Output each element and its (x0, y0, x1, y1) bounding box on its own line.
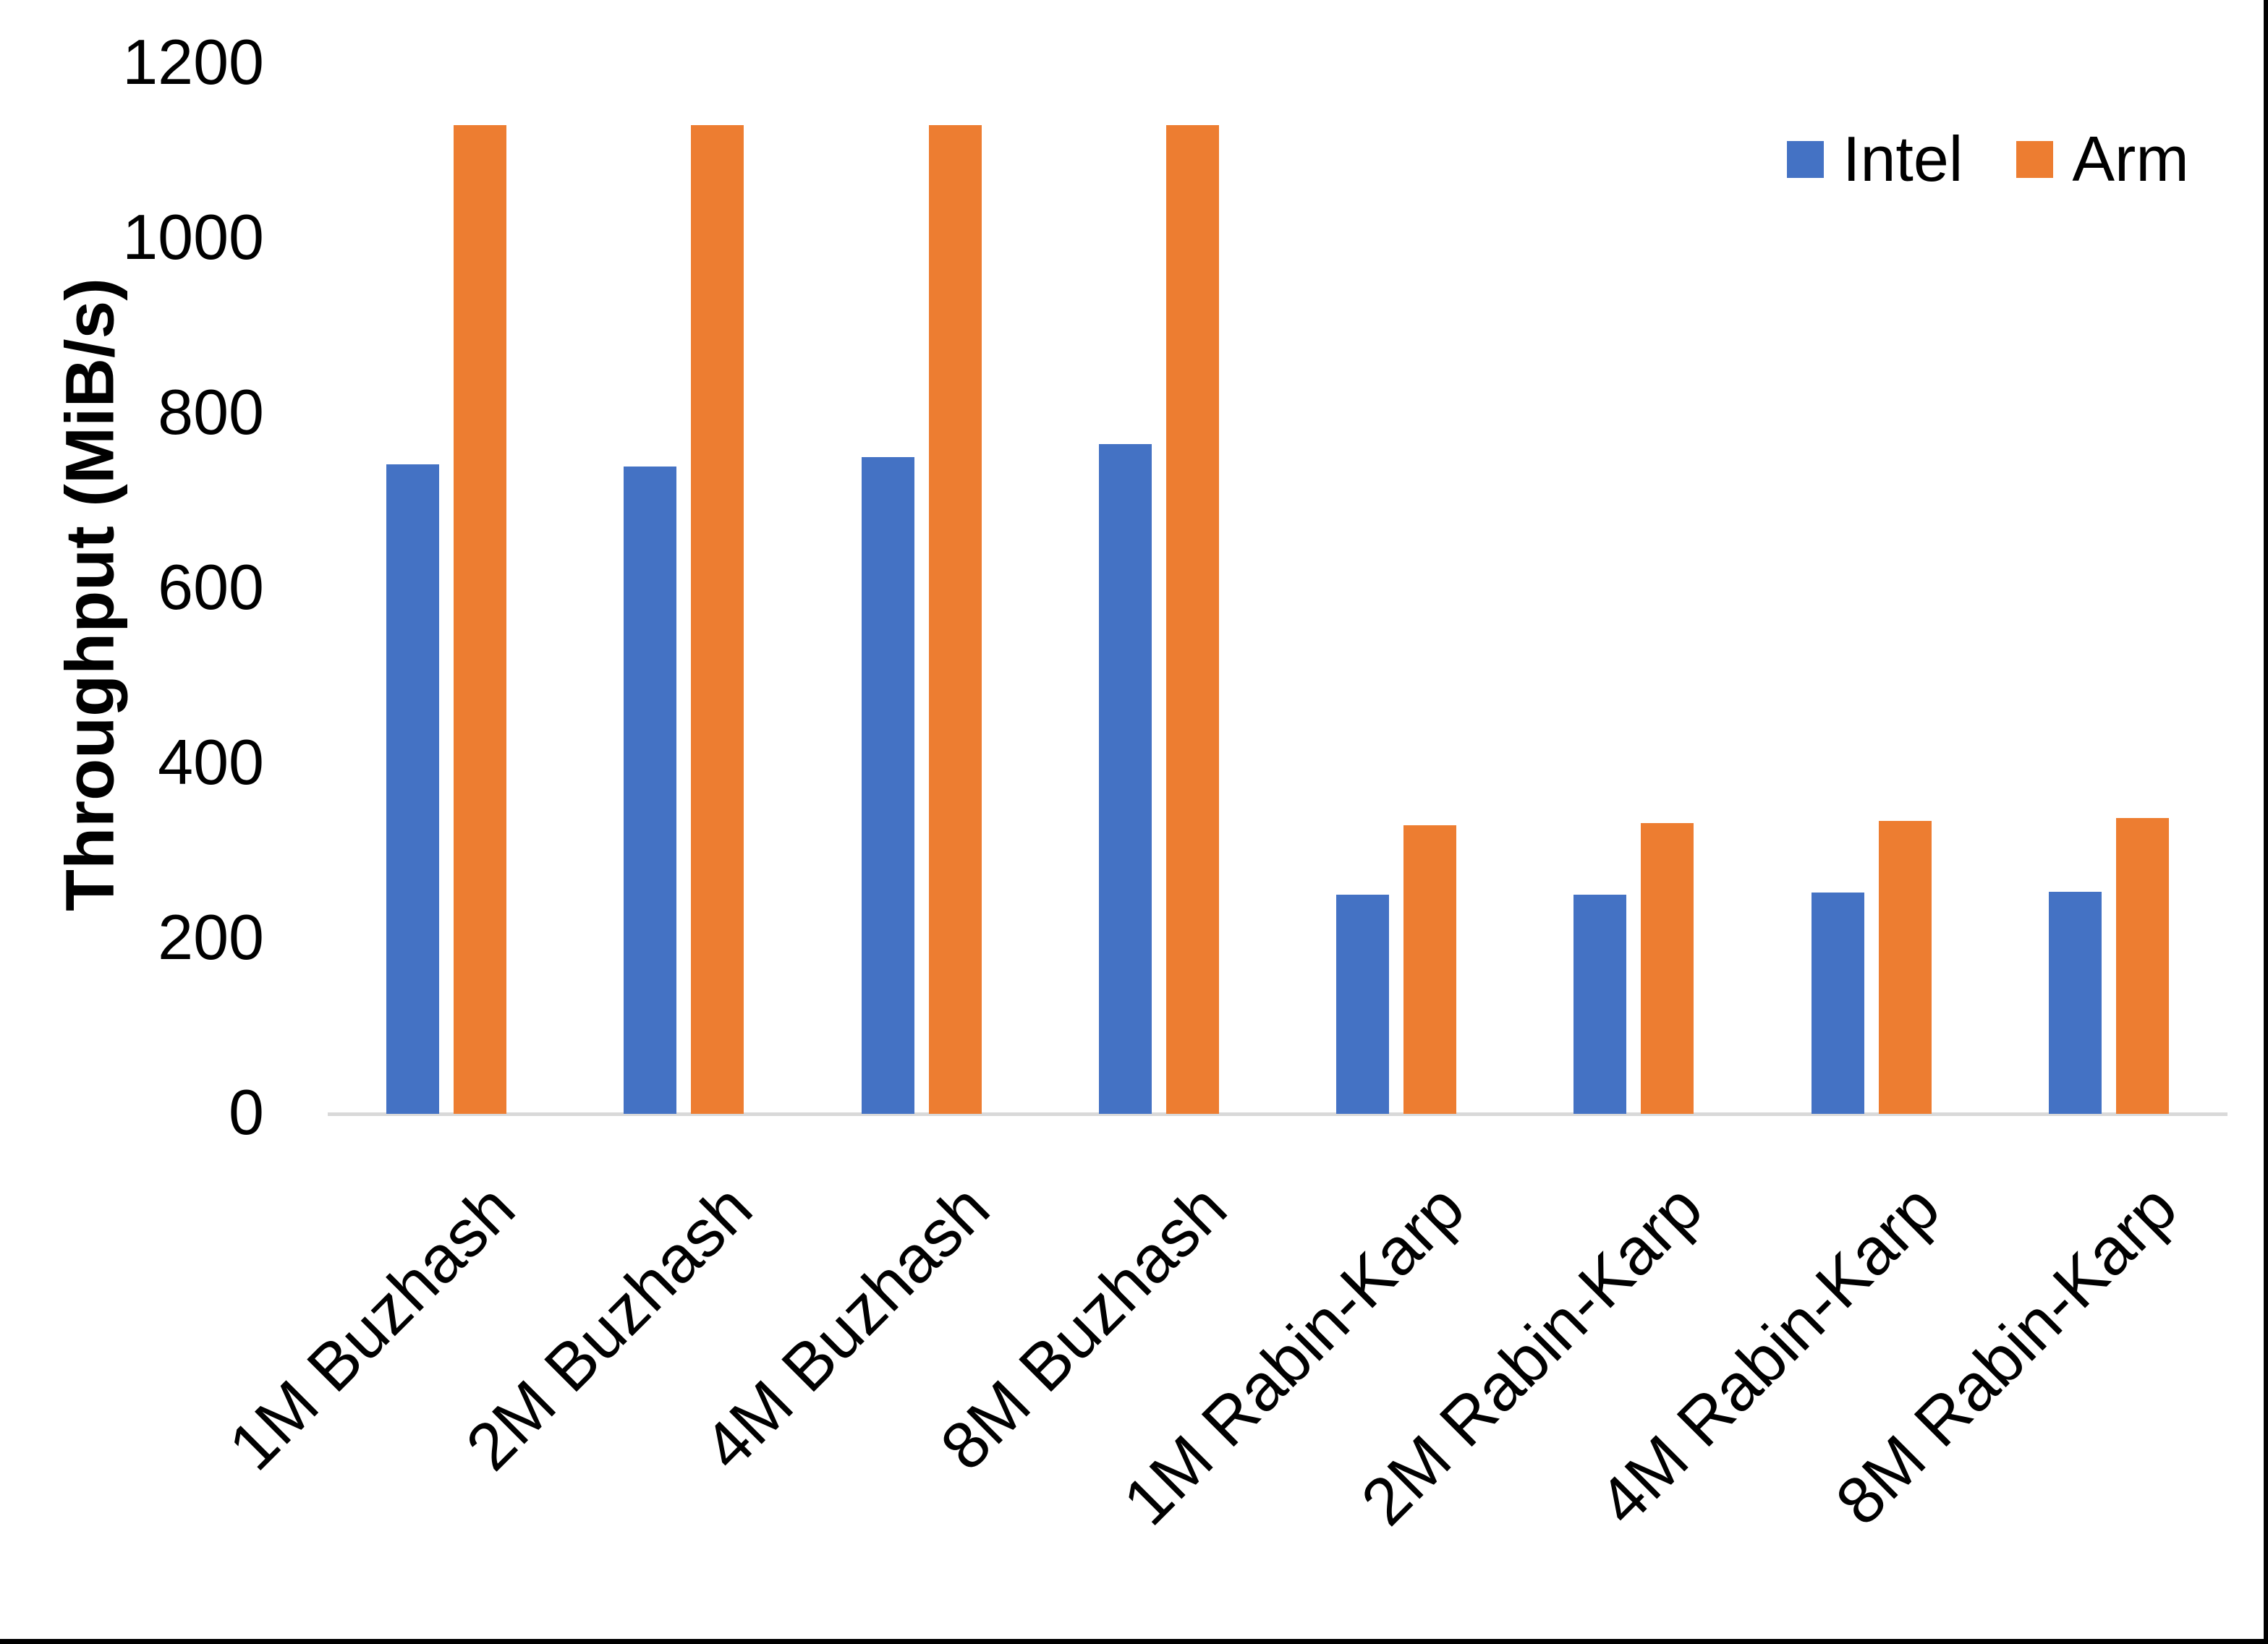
bar-group-8m-buzhash (1040, 125, 1278, 1114)
bar-group-1m-buzhash (328, 125, 565, 1114)
y-tick-label-600: 600 (158, 551, 264, 623)
y-tick-label-400: 400 (158, 726, 264, 798)
bar-arm-8 (2115, 818, 2169, 1114)
bar-group-2m-rabin-karp (1515, 823, 1752, 1114)
bar-intel-4 (1098, 444, 1152, 1114)
bar-intel-5 (1336, 895, 1389, 1114)
bottom-border (0, 1639, 2268, 1644)
y-tick-label-800: 800 (158, 376, 264, 448)
bar-group-4m-rabin-karp (1753, 821, 1990, 1114)
bar-group-2m-buzhash (565, 125, 802, 1114)
x-axis-line (328, 1112, 2227, 1116)
legend-arm-label: Arm (2072, 123, 2189, 195)
bar-group-8m-rabin-karp (1990, 818, 2227, 1114)
bar-arm-4 (1165, 125, 1219, 1114)
bar-arm-5 (1403, 825, 1456, 1114)
legend-item-arm: Arm (2016, 123, 2189, 195)
bar-arm-7 (1878, 821, 1932, 1114)
bar-arm-2 (691, 125, 744, 1114)
legend-intel-label: Intel (1843, 123, 1963, 195)
bar-group-1m-rabin-karp (1278, 825, 1515, 1114)
bar-intel-2 (624, 467, 677, 1114)
legend: Intel Arm (1787, 127, 2189, 191)
y-axis-title: Throughput (MiB/s) (51, 278, 129, 911)
bar-intel-1 (386, 464, 439, 1114)
y-tick-label-1200: 1200 (122, 26, 264, 98)
bar-group-4m-buzhash (803, 125, 1040, 1114)
bar-intel-3 (861, 457, 914, 1114)
y-tick-label-0: 0 (229, 1076, 264, 1149)
bar-arm-1 (454, 125, 506, 1114)
legend-item-intel: Intel (1787, 127, 1963, 191)
y-tick-label-1000: 1000 (122, 201, 264, 273)
legend-arm-swatch-icon (2016, 140, 2054, 178)
bar-arm-3 (928, 125, 982, 1114)
bar-arm-6 (1641, 823, 1694, 1114)
bar-intel-6 (1573, 895, 1627, 1114)
y-tick-label-200: 200 (158, 901, 264, 974)
bar-intel-8 (2048, 892, 2102, 1114)
bar-intel-7 (1811, 893, 1864, 1114)
legend-intel-swatch-icon (1787, 140, 1824, 178)
right-border (2264, 0, 2268, 1644)
